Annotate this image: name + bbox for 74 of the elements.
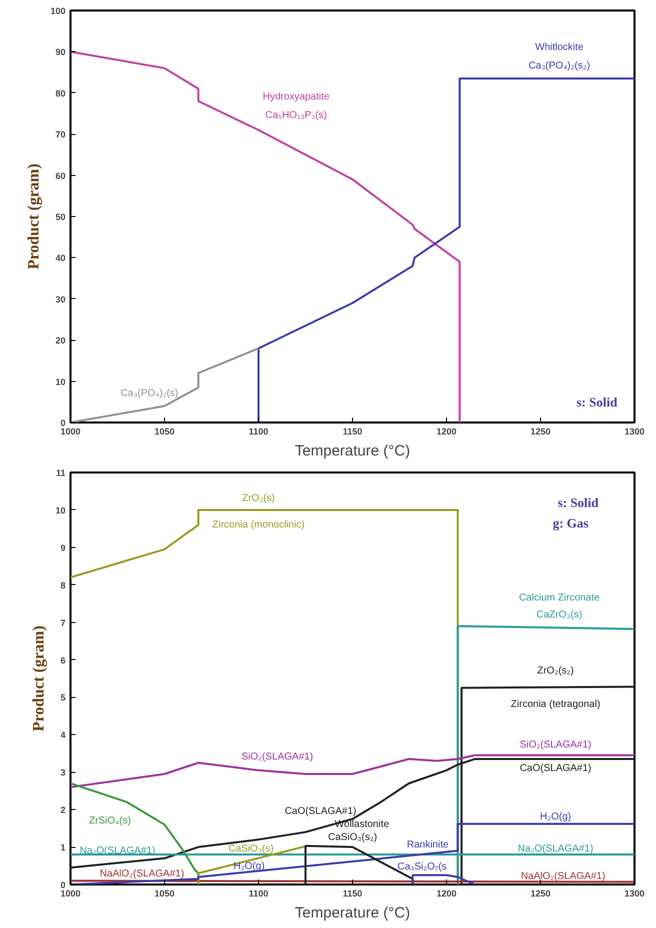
annotation: ZrO₂(s₂) [537,666,574,677]
x-tick-label: 1050 [154,888,175,898]
x-tick-label: 1150 [342,426,362,436]
y-tick-label: 9 [60,542,66,553]
y-tick-label: 2 [60,805,66,816]
y-tick-label: 50 [55,212,66,222]
y-tick-label: 40 [55,253,66,264]
annotation: NaAlO₂(SLAGA#1) [100,868,184,880]
annotation: SiO₂(SLAGA#1) [241,752,314,763]
x-tick-label: 1200 [436,888,457,898]
y-tick-label: 4 [60,730,66,740]
x-tick-label: 1000 [60,426,81,436]
annotation: Na₂O(SLAGA#1) [518,843,594,854]
x-tick-label: 1300 [624,426,645,436]
annotation: g: Gas [552,516,588,531]
y-tick-label: 30 [55,294,66,304]
annotation: Ca₅HO₁₃P₃(s) [265,110,327,122]
annotation: ZrO₂(s) [242,493,275,504]
x-tick-label: 1300 [624,888,645,898]
y-tick-label: 90 [55,47,66,58]
y-tick-label: 80 [55,88,66,98]
annotation: CaZrO₃(s) [536,609,582,620]
y-tick-label: 7 [60,618,66,628]
annotation: CaO(SLAGA#1) [520,762,592,774]
x-axis-title: Temperature (°C) [294,904,410,922]
annotation: CaSiO₃(s) [228,843,274,854]
y-axis-title: Product (gram) [30,626,48,732]
annotation: Whitlockite [535,42,584,54]
y-tick-label: 10 [55,376,66,387]
y-tick-label: 20 [55,336,66,346]
x-tick-label: 1200 [436,426,457,436]
annotation: Calcium Zirconate [519,592,600,604]
y-axis-title: Product (gram) [25,164,42,270]
y-tick-label: 10 [55,505,66,516]
annotation: SiO₂(SLAGA#1) [520,740,592,751]
annotation: H₂O(g) [540,812,572,823]
x-tick-label: 1150 [342,888,362,898]
annotation: CaO(SLAGA#1) [284,806,356,817]
annotation: Na₂O(SLAGA#1) [80,845,156,856]
annotation: Zirconia (tetragonal) [510,699,600,710]
line-series [258,77,634,422]
annotation: NaAlO₂(SLAGA#1) [520,870,606,882]
x-tick-label: 1100 [248,888,268,898]
y-tick-label: 60 [55,170,66,181]
line-series [70,754,634,788]
annotation: ZrSiO₄(s) [89,815,131,826]
y-tick-label: 1 [60,842,66,853]
y-tick-label: 0 [60,418,66,428]
line-series [70,50,461,422]
annotation: Hydroxyapatite [262,92,330,103]
annotation: Ca₃(PO₄)₂(s₂) [528,60,590,72]
annotation: Ca₃(PO₄)₂(s) [120,388,178,400]
annotation: Rankinite [406,840,449,851]
annotation: CaSiO₃(s₂) [328,832,378,844]
x-tick-label: 1250 [530,426,551,436]
y-tick-label: 6 [60,655,66,666]
x-tick-label: 1100 [248,426,268,436]
annotation: s: Solid [558,494,600,510]
annotation: Ca₃Si₂O₇(s [397,861,447,872]
y-tick-label: 0 [60,880,66,890]
y-tick-label: 100 [50,6,66,16]
x-tick-label: 1250 [530,888,551,898]
y-tick-label: 70 [55,130,66,140]
y-tick-label: 8 [60,580,66,590]
annotation: s: Solid [576,394,618,410]
x-tick-label: 1000 [60,888,81,898]
x-tick-label: 1050 [154,426,175,436]
line-series [70,347,260,422]
y-tick-label: 3 [60,768,66,778]
y-tick-label: 11 [56,468,66,478]
annotation: Zirconia (monoclinic) [212,519,305,530]
x-axis-title: Temperature (°C) [294,442,410,460]
y-tick-label: 5 [60,692,66,703]
annotation: Wollastonite [334,819,390,830]
